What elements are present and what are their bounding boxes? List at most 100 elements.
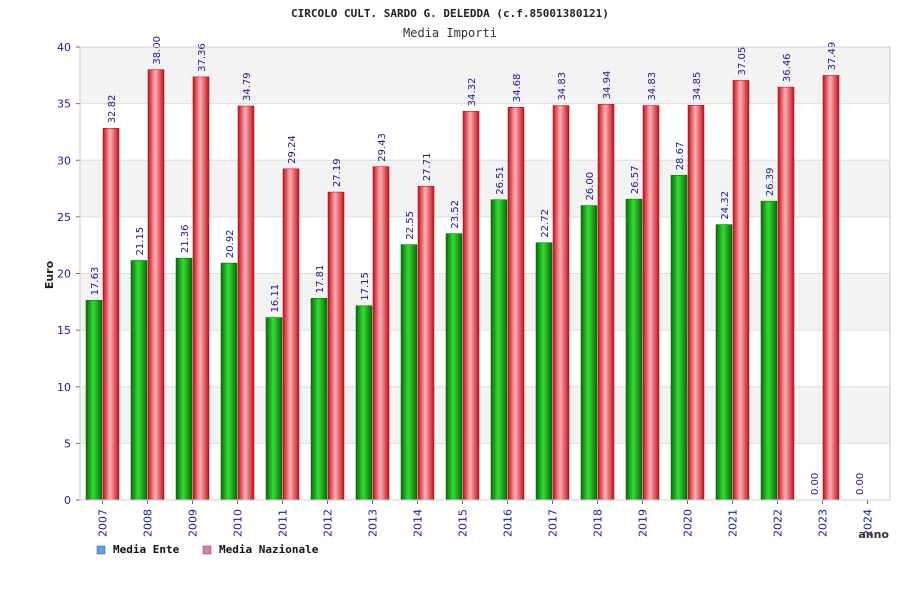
bar-media-nazionale <box>372 166 390 501</box>
y-axis-label: Euro <box>43 260 56 289</box>
x-tick-label: 2008 <box>142 509 155 537</box>
bar-label-media-nazionale: 37.49 <box>827 42 838 71</box>
bar-label-media-ente: 20.92 <box>225 229 236 258</box>
bar-label-media-ente: 17.15 <box>360 272 371 301</box>
bar-media-nazionale <box>282 168 300 501</box>
grid-band <box>80 47 890 104</box>
bar-label-media-ente: 17.81 <box>315 265 326 294</box>
bar-label-media-ente: 26.57 <box>630 165 641 194</box>
grid-band <box>80 330 890 387</box>
bar-label-media-nazionale: 32.82 <box>107 95 118 124</box>
bar-media-nazionale <box>597 104 615 501</box>
x-tick-label: 2024 <box>862 509 875 537</box>
chart-subtitle: Media Importi <box>403 26 497 40</box>
bar-media-ente <box>535 242 553 501</box>
bar-media-nazionale <box>192 76 210 501</box>
y-tick-label: 15 <box>57 324 71 337</box>
y-tick-label: 40 <box>57 41 71 54</box>
y-tick-label: 35 <box>57 98 71 111</box>
y-tick-label: 0 <box>64 494 71 507</box>
bar-label-media-nazionale: 34.94 <box>602 71 613 100</box>
x-tick-label: 2016 <box>502 509 515 537</box>
grid-band <box>80 103 890 161</box>
bar-label-media-nazionale: 29.24 <box>287 135 298 164</box>
y-tick-label: 10 <box>57 381 71 394</box>
bar-label-media-ente: 24.32 <box>720 191 731 220</box>
grid-band <box>80 386 890 444</box>
bar-media-ente <box>490 199 508 501</box>
bar-label-media-nazionale: 37.05 <box>737 47 748 76</box>
bar-media-ente <box>670 175 688 501</box>
legend: Media Ente Media Nazionale <box>96 543 319 556</box>
bar-media-ente <box>265 317 283 501</box>
bar-label-media-nazionale: 34.85 <box>692 72 703 101</box>
x-tick-label: 2018 <box>592 509 605 537</box>
bar-label-media-ente: 0.00 <box>810 473 821 495</box>
bar-media-nazionale <box>732 80 750 501</box>
bar-label-media-nazionale: 34.83 <box>557 72 568 101</box>
x-tick-label: 2017 <box>547 509 560 537</box>
legend-label-media-ente: Media Ente <box>113 543 180 556</box>
axes <box>79 46 891 501</box>
x-tick-label: 2023 <box>817 509 830 537</box>
bar-media-nazionale <box>102 128 120 501</box>
chart-title: CIRCOLO CULT. SARDO G. DELEDDA (c.f.8500… <box>291 7 609 20</box>
bar-label-media-ente: 22.72 <box>540 209 551 238</box>
bar-media-ente <box>85 300 103 501</box>
y-tick-label: 25 <box>57 211 71 224</box>
x-tick-label: 2021 <box>727 509 740 537</box>
bar-label-media-nazionale: 29.43 <box>377 133 388 162</box>
bar-media-ente <box>760 200 778 501</box>
x-tick-label: 2010 <box>232 509 245 537</box>
y-tick-label: 5 <box>64 437 71 450</box>
x-tick-label: 2020 <box>682 509 695 537</box>
x-tick-label: 2013 <box>367 509 380 537</box>
bar-media-ente <box>625 198 643 501</box>
bar-media-ente <box>445 233 463 501</box>
bar-label-media-nazionale: 34.32 <box>467 78 478 107</box>
bar-label-media-ente: 21.15 <box>135 227 146 256</box>
x-tick-label: 2019 <box>637 509 650 537</box>
bar-media-nazionale <box>507 106 525 501</box>
bar-media-nazionale <box>777 86 795 501</box>
bar-media-nazionale <box>642 105 660 501</box>
bar-label-media-nazionale: 34.79 <box>242 72 253 101</box>
bar-media-ente <box>220 262 238 501</box>
grid-band <box>80 443 890 500</box>
bar-media-ente <box>175 257 193 501</box>
legend-swatch-media-nazionale <box>202 545 212 555</box>
bar-media-ente <box>310 298 328 501</box>
bar-labels: 17.63 32.82 21.15 38.00 21.36 37.36 20.92 34.79… <box>90 36 866 495</box>
bar-label-media-nazionale: 34.68 <box>512 74 523 103</box>
x-tick-label: 2007 <box>97 509 110 537</box>
y-axis-ticks: 0 5 10 15 20 25 30 35 40 <box>57 41 80 507</box>
legend-label-media-nazionale: Media Nazionale <box>219 543 319 556</box>
grid-band <box>80 216 890 274</box>
bar-media-nazionale <box>552 105 570 501</box>
x-axis-label: anno <box>858 528 889 541</box>
bar-label-media-nazionale: 36.46 <box>782 53 793 82</box>
bars <box>85 69 840 501</box>
grid-band <box>80 273 890 331</box>
x-tick-label: 2015 <box>457 509 470 537</box>
bar-label-media-nazionale: 37.36 <box>197 43 208 72</box>
bar-media-nazionale <box>462 111 480 501</box>
bar-label-media-ente: 16.11 <box>270 284 281 313</box>
bar-media-nazionale <box>822 75 840 501</box>
bar-media-ente <box>130 260 148 501</box>
plot-border <box>79 46 891 501</box>
bar-label-media-ente: 21.36 <box>180 224 191 253</box>
bar-label-media-ente: 17.63 <box>90 267 101 296</box>
legend-swatch-media-ente <box>96 545 106 555</box>
bar-label-media-ente: 23.52 <box>450 200 461 229</box>
bar-label-media-nazionale: 34.83 <box>647 72 658 101</box>
y-tick-label: 30 <box>57 154 71 167</box>
bar-media-ente <box>715 224 733 501</box>
bar-media-nazionale <box>147 69 165 501</box>
bar-media-ente <box>580 205 598 501</box>
bar-label-media-ente: 0.00 <box>855 473 866 495</box>
bar-media-ente <box>400 244 418 501</box>
grid-band <box>80 160 890 217</box>
grid-bands <box>80 47 890 500</box>
